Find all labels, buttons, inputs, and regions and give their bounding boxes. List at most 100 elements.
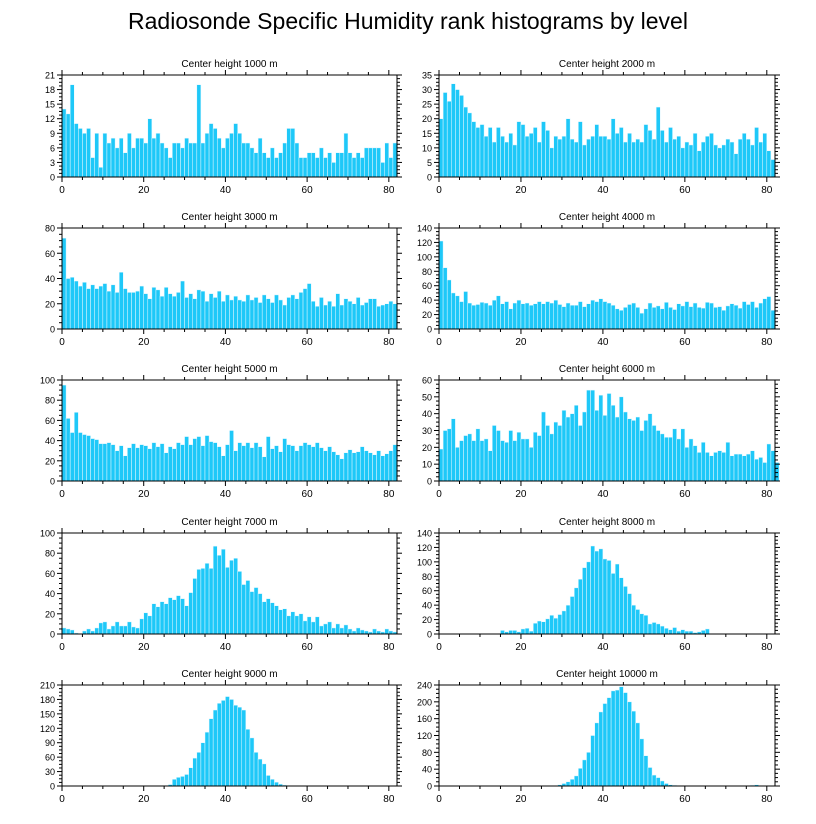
bar [294,298,300,330]
y-tick-label: 10 [422,460,432,470]
bar-series [557,686,759,787]
bar [754,458,759,482]
bar [676,303,682,330]
bar [278,451,283,482]
bar [392,444,398,482]
x-tick-label: 60 [302,794,314,805]
panel-title: Center height 4000 m [559,212,655,223]
bar [508,308,514,330]
bar [139,444,144,482]
y-tick-label: 30 [45,767,55,777]
bar [643,124,649,178]
bar [741,301,747,330]
bar [655,106,661,178]
bar [545,425,550,482]
bar [233,123,238,178]
bar [590,299,595,330]
bar [302,288,308,330]
y-tick-label: 120 [417,731,432,741]
bar [355,152,361,178]
bar [733,453,739,482]
x-tick-label: 60 [302,489,314,500]
bar [565,604,571,635]
bar [135,290,140,330]
bar [180,444,185,482]
bar [623,141,628,178]
bar [237,571,243,635]
bar [545,130,550,178]
figure-title: Radiosonde Specific Humidity rank histog… [128,8,688,34]
bar [549,433,554,482]
bar [721,452,727,482]
bar-series [61,384,398,482]
bar [347,628,353,635]
bar [614,563,620,635]
bar [487,450,493,482]
bar [339,627,345,635]
bar [249,299,255,330]
bar [176,442,181,482]
bar [368,452,373,482]
bar [286,444,292,482]
y-axis: 0 20 40 60 80 100 [40,529,402,640]
y-tick-label: 210 [40,681,55,691]
y-tick-label: 100 [417,557,432,567]
bar [282,304,287,330]
bar [598,135,604,178]
bar [159,601,165,635]
bar [561,610,567,635]
y-tick-label: 20 [422,310,432,320]
y-axis: 0 30 60 90 120 150 180 210 [40,681,402,792]
bar [610,405,616,482]
bar [676,438,682,482]
bar [180,147,185,178]
x-tick-label: 0 [436,642,442,653]
y-tick-label: 0 [427,782,432,792]
bar [619,127,624,178]
x-tick-label: 60 [679,337,691,348]
bar [557,425,563,482]
y-tick-label: 30 [422,426,432,436]
x-tick-label: 20 [138,642,150,653]
bar [639,312,645,330]
bar [212,128,218,178]
bar [746,453,751,482]
y-tick-label: 40 [422,409,432,419]
bar [286,615,292,635]
panel-title: Center height 8000 m [559,517,655,528]
x-tick-label: 40 [220,794,232,805]
bar [516,431,522,482]
bar [127,292,132,330]
bar [762,462,768,482]
bar [184,774,189,787]
bar [278,299,283,330]
bar [368,298,373,330]
bar [143,612,149,635]
x-tick-label: 40 [220,642,232,653]
bar [733,153,739,178]
bar [245,442,251,482]
bar [131,147,136,178]
bar [335,623,341,635]
bar [221,700,226,787]
bar [483,438,489,482]
x-axis: 0 20 40 60 80 [59,375,395,500]
bar [335,454,341,482]
bar [446,100,452,178]
bar [635,722,641,787]
x-tick-label: 0 [436,337,442,348]
bar [343,452,349,482]
bar [569,304,575,330]
bar [651,138,657,178]
x-tick-label: 40 [220,185,232,196]
bar [541,303,546,330]
bar [257,758,263,787]
bar [619,686,624,787]
bar [315,157,320,178]
bar [741,455,747,482]
y-tick-label: 180 [40,695,55,705]
bar [463,106,468,178]
bar [261,152,267,178]
bar [159,142,165,178]
y-axis: 0 3 6 9 12 15 18 21 [45,71,402,183]
